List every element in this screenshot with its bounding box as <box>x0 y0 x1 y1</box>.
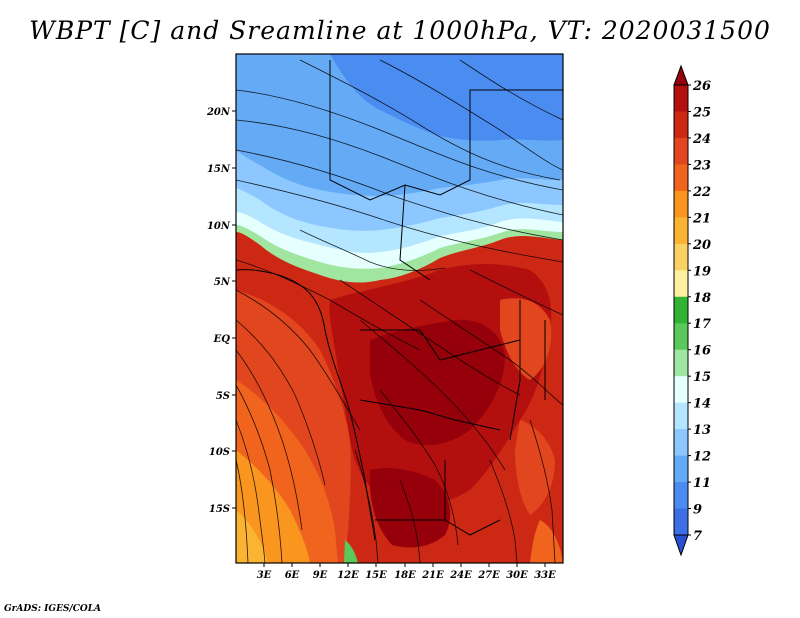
colorbar-swatch <box>674 508 688 536</box>
lat-label: 5S <box>216 391 230 402</box>
lon-label: 6E <box>285 570 300 581</box>
colorbar-swatch <box>674 164 688 192</box>
colorbar-label: 13 <box>693 423 711 438</box>
colorbar-swatch <box>674 190 688 218</box>
lon-axis: 3E 6E 9E 12E 15E 18E 21E 24E 27E 30E 33E <box>257 563 556 581</box>
colorbar-swatch <box>674 455 688 483</box>
lat-label: 15S <box>209 504 230 515</box>
colorbar-label: 23 <box>692 158 711 173</box>
colorbar-label: 22 <box>692 185 711 200</box>
colorbar-label: 21 <box>692 211 711 226</box>
colorbar-swatch <box>674 270 688 298</box>
colorbar-swatch <box>674 349 688 377</box>
colorbar-frame <box>673 84 689 536</box>
colorbar: 26 25 24 23 22 21 20 19 18 17 16 15 14 13 12 11 9 7 <box>673 64 711 557</box>
colorbar-swatch <box>674 296 688 324</box>
colorbar-label: 20 <box>692 238 711 253</box>
colorbar-label: 19 <box>693 264 711 279</box>
colorbar-top-arrow <box>673 64 689 86</box>
colorbar-label: 7 <box>693 529 702 544</box>
colorbar-label: 25 <box>692 105 711 120</box>
lon-label: 9E <box>313 570 328 581</box>
wbpt-field <box>236 54 563 563</box>
colorbar-swatch <box>674 243 688 271</box>
colorbar-swatch <box>674 376 688 404</box>
lat-axis: 20N 15N 10N 5N EQ 5S 10S 15S <box>206 107 236 515</box>
lon-label: 3E <box>257 570 272 581</box>
lon-label: 33E <box>534 570 556 581</box>
colorbar-swatch <box>674 429 688 457</box>
lat-label: 20N <box>206 107 231 118</box>
colorbar-swatch <box>674 111 688 139</box>
lon-label: 21E <box>421 570 444 581</box>
lat-label: 10S <box>209 447 230 458</box>
colorbar-label: 17 <box>693 317 711 332</box>
lon-label: 18E <box>394 570 416 581</box>
colorbar-bottom-arrow <box>673 534 689 557</box>
country-borders <box>236 60 563 541</box>
colorbar-swatch <box>674 217 688 245</box>
colorbar-label: 26 <box>692 79 711 94</box>
lat-label: 15N <box>207 164 231 175</box>
colorbar-label: 12 <box>693 450 711 465</box>
colorbar-swatch <box>674 323 688 351</box>
colorbar-label: 15 <box>693 370 711 385</box>
credit-label: GrADS: IGES/COLA <box>4 604 102 614</box>
map-frame <box>235 53 564 564</box>
colorbar-swatch <box>674 482 688 510</box>
colorbar-label: 9 <box>693 503 702 518</box>
lat-label: 5N <box>214 277 231 288</box>
lon-label: 27E <box>477 570 500 581</box>
lat-label: 10N <box>207 221 231 232</box>
colorbar-swatch <box>674 402 688 430</box>
chart-title: WBPT [C] and Sreamline at 1000hPa, VT: 2… <box>29 16 771 45</box>
lat-label: EQ <box>213 334 231 345</box>
colorbar-label: 18 <box>693 291 711 306</box>
colorbar-label: 16 <box>693 344 711 359</box>
colorbar-label: 24 <box>692 132 711 147</box>
lon-label: 12E <box>337 570 359 581</box>
lon-label: 24E <box>449 570 472 581</box>
lon-label: 15E <box>365 570 387 581</box>
colorbar-swatch <box>674 137 688 165</box>
lon-label: 30E <box>506 570 528 581</box>
colorbar-swatch <box>674 85 688 112</box>
colorbar-label: 14 <box>693 397 711 412</box>
colorbar-label: 11 <box>693 476 711 491</box>
